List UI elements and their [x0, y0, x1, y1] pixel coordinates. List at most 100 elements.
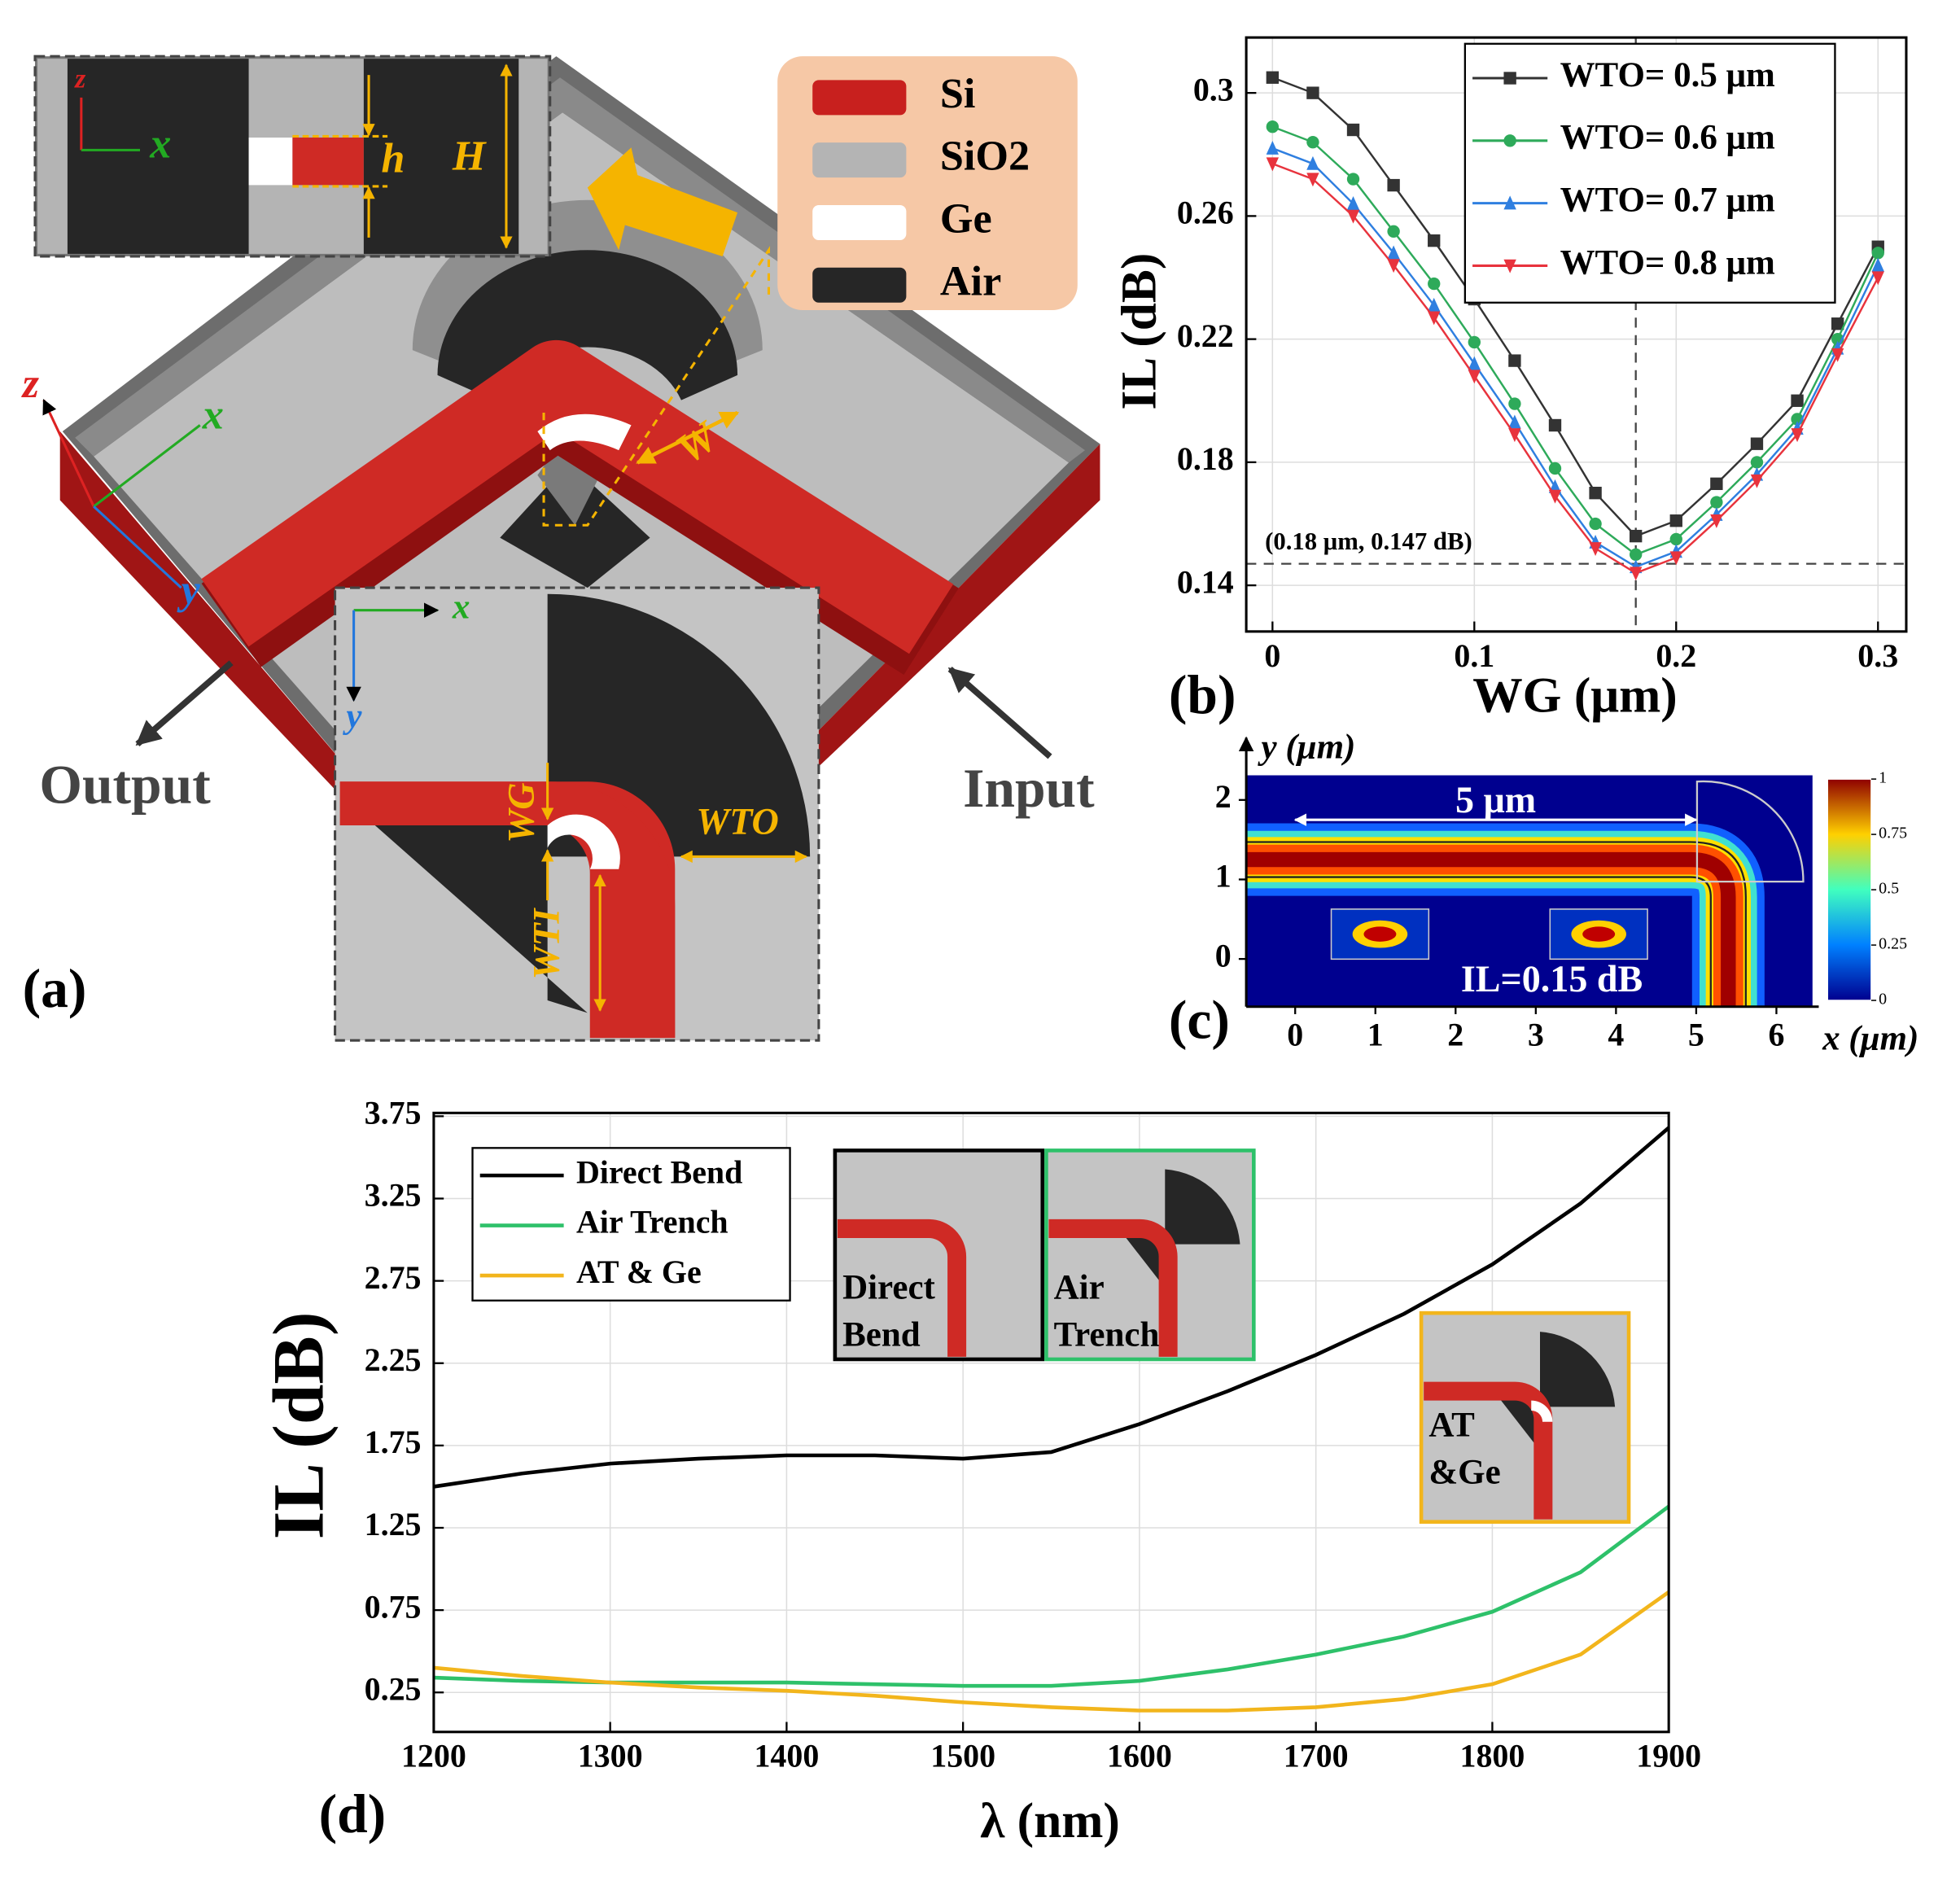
series-line	[1271, 125, 1879, 556]
y-tick-label: 0.25	[365, 1670, 422, 1707]
x-axis-label: λ (nm)	[980, 1793, 1120, 1849]
diagram-labels: (a) x z h H z x y W x y WG WTO WTI Outpu…	[21, 64, 1096, 1019]
plot-frame	[432, 1111, 1670, 1734]
marker	[1346, 209, 1360, 224]
marker	[1750, 437, 1764, 450]
marker	[1387, 245, 1400, 260]
y-axis-label: y (μm)	[1258, 728, 1356, 767]
legend-label: Si	[940, 70, 976, 117]
x-tick-label: 0.1	[1454, 637, 1494, 674]
dimension-label: WTO	[696, 801, 779, 842]
axis-label: x	[149, 120, 171, 167]
marker	[1428, 234, 1441, 247]
inset-label: AT	[1428, 1406, 1475, 1444]
x-tick-label: 1900	[1636, 1738, 1701, 1774]
inset-trench	[1496, 1394, 1540, 1451]
marker	[1548, 489, 1562, 504]
y-tick-label: 0.26	[1177, 195, 1234, 231]
x-tick-label: 6	[1768, 1016, 1784, 1052]
colorbar-tick-label: 1	[1879, 769, 1887, 787]
marker	[1508, 414, 1521, 429]
inset-trench	[1121, 1232, 1166, 1289]
legend-label: SiO2	[940, 133, 1030, 180]
inset-waveguide	[1048, 1219, 1178, 1357]
marker	[1508, 397, 1521, 410]
axis-label: x	[452, 588, 470, 627]
colorbar-tick-label: 0.75	[1879, 825, 1907, 842]
marker	[1428, 297, 1441, 312]
x-tick-label: 4	[1608, 1016, 1624, 1052]
marker	[1630, 529, 1643, 543]
marker	[1306, 135, 1319, 149]
legend-label: Direct Bend	[576, 1153, 742, 1190]
y-tick-label: 2.75	[365, 1259, 422, 1296]
length-label: 5 μm	[1455, 779, 1536, 820]
marker	[1589, 542, 1602, 556]
legend-label: AT & Ge	[576, 1254, 702, 1290]
x-tick-label: 1200	[401, 1738, 466, 1774]
y-tick-label: 0	[1215, 937, 1232, 974]
marker	[1791, 394, 1804, 407]
inset-trench	[1540, 1332, 1616, 1407]
marker	[1266, 120, 1280, 133]
marker	[1266, 140, 1280, 155]
marker	[1503, 195, 1516, 210]
marker	[1669, 551, 1682, 566]
series-line	[433, 1590, 1670, 1713]
marker	[1387, 178, 1400, 192]
colorbar-tick-label: 0	[1879, 991, 1887, 1009]
x-tick-label: 2	[1447, 1016, 1463, 1052]
y-tick-label: 0.3	[1193, 71, 1234, 107]
marker	[1468, 335, 1481, 349]
x-tick-label: 0.3	[1857, 637, 1898, 674]
series-line	[1271, 77, 1879, 538]
legend-label: WTO= 0.6 μm	[1560, 119, 1775, 157]
marker	[1871, 257, 1884, 272]
colorbar	[1827, 778, 1872, 1001]
y-tick-label: 1.25	[365, 1506, 422, 1542]
marker	[1630, 567, 1643, 581]
panel-label: (a)	[23, 958, 87, 1019]
marker	[1508, 428, 1521, 443]
axis-label: z	[74, 64, 86, 94]
marker	[1589, 487, 1602, 500]
x-axis-label: WG (μm)	[1472, 667, 1677, 723]
marker	[1630, 548, 1643, 561]
y-tick-label: 0.14	[1177, 563, 1234, 600]
marker	[1831, 348, 1844, 362]
y-tick-label: 0.18	[1177, 440, 1234, 477]
legend-label: WTO= 0.8 μm	[1560, 243, 1775, 282]
series-line	[433, 1126, 1670, 1489]
marker	[1710, 477, 1723, 491]
legend-swatch	[812, 80, 907, 116]
legend-label: Air	[940, 257, 1001, 304]
marker	[1306, 86, 1319, 99]
panel-label: (d)	[319, 1783, 387, 1844]
marker	[1468, 356, 1481, 370]
marker	[1306, 173, 1319, 187]
marker	[1428, 277, 1441, 291]
y-axis-label: IL (dB)	[260, 1312, 339, 1540]
x-tick-label: 1	[1367, 1016, 1384, 1052]
marker	[1750, 474, 1764, 488]
port-label: Output	[39, 754, 211, 815]
legend-swatch	[812, 142, 907, 178]
marker	[1346, 123, 1360, 137]
marker	[1669, 514, 1682, 527]
dimension-label: h	[381, 135, 405, 182]
marker	[1346, 173, 1360, 186]
marker	[1503, 72, 1516, 85]
marker	[1791, 428, 1804, 443]
inset-label: Bend	[842, 1316, 921, 1354]
marker	[1831, 317, 1844, 330]
x-tick-label: 1500	[930, 1738, 995, 1774]
marker	[1503, 259, 1516, 273]
x-axis-label: x (μm)	[1822, 1020, 1918, 1058]
axis-label: x	[202, 392, 224, 439]
y-axis-label: IL (dB)	[1111, 253, 1166, 410]
x-tick-label: 1700	[1284, 1738, 1349, 1774]
marker	[1589, 517, 1602, 531]
marker	[1750, 456, 1764, 469]
annotation: IL=0.15 dB	[1461, 958, 1643, 1000]
inset-waveguide	[837, 1219, 967, 1357]
